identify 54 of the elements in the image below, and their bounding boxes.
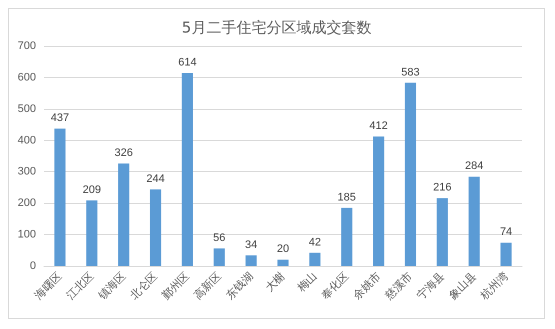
data-label: 20: [276, 243, 290, 256]
bar: [214, 248, 225, 266]
x-tick-label: 慈溪市: [382, 269, 416, 303]
data-label: 284: [465, 160, 484, 172]
y-tick-label: 700: [18, 40, 36, 52]
x-tick-label: 镇海区: [95, 269, 128, 303]
bar: [341, 208, 352, 266]
data-label: 583: [401, 66, 420, 78]
x-tick-label: 余姚市: [350, 269, 384, 302]
data-label: 437: [50, 112, 70, 124]
bar: [404, 82, 416, 266]
x-tick-label: 东钱湖: [223, 269, 256, 302]
data-label: 326: [114, 147, 133, 160]
data-label: 56: [213, 232, 226, 244]
bar: [246, 255, 257, 266]
y-tick-label: 100: [18, 228, 36, 241]
data-label: 216: [433, 182, 452, 194]
x-tick-label: 鄞州区: [159, 269, 192, 302]
bar: [436, 198, 448, 266]
y-tick-label: 0: [30, 260, 36, 272]
bar: [118, 164, 130, 266]
bar: [500, 242, 512, 266]
x-tick-label: 奉化区: [318, 269, 352, 302]
data-label: 614: [178, 56, 197, 69]
y-tick-label: 200: [18, 197, 36, 210]
data-label: 42: [308, 236, 321, 248]
data-label: 244: [146, 172, 165, 185]
y-tick-label: 500: [18, 102, 36, 115]
data-label: 185: [338, 191, 356, 204]
x-tick-label: 北仑区: [128, 269, 160, 302]
x-tick-label: 海曙区: [32, 269, 65, 302]
bar: [182, 73, 193, 266]
x-tick-label: 杭州湾: [477, 269, 511, 303]
x-tick-label: 江北区: [64, 269, 96, 302]
bar: [373, 136, 384, 266]
x-tick-label: 高新区: [191, 269, 224, 302]
data-label: 412: [369, 120, 388, 132]
y-tick-label: 400: [18, 134, 36, 146]
data-label: 34: [245, 238, 258, 251]
bar: [468, 176, 480, 266]
x-tick-label: 梅山: [294, 269, 320, 295]
x-tick-label: 大榭: [262, 269, 288, 294]
x-tick-label: 宁海县: [414, 269, 447, 302]
bar: [54, 128, 66, 266]
bar: [150, 189, 162, 266]
y-tick-label: 300: [18, 166, 36, 178]
bar: [277, 260, 289, 266]
data-label: 209: [82, 184, 101, 196]
bar: [309, 252, 320, 266]
x-tick-label: 象山县: [446, 269, 479, 302]
y-tick-label: 600: [18, 71, 36, 84]
chart-title: 5月二手住宅分区域成交套数: [182, 18, 372, 36]
data-label: 74: [500, 226, 512, 238]
bar: [86, 200, 98, 266]
